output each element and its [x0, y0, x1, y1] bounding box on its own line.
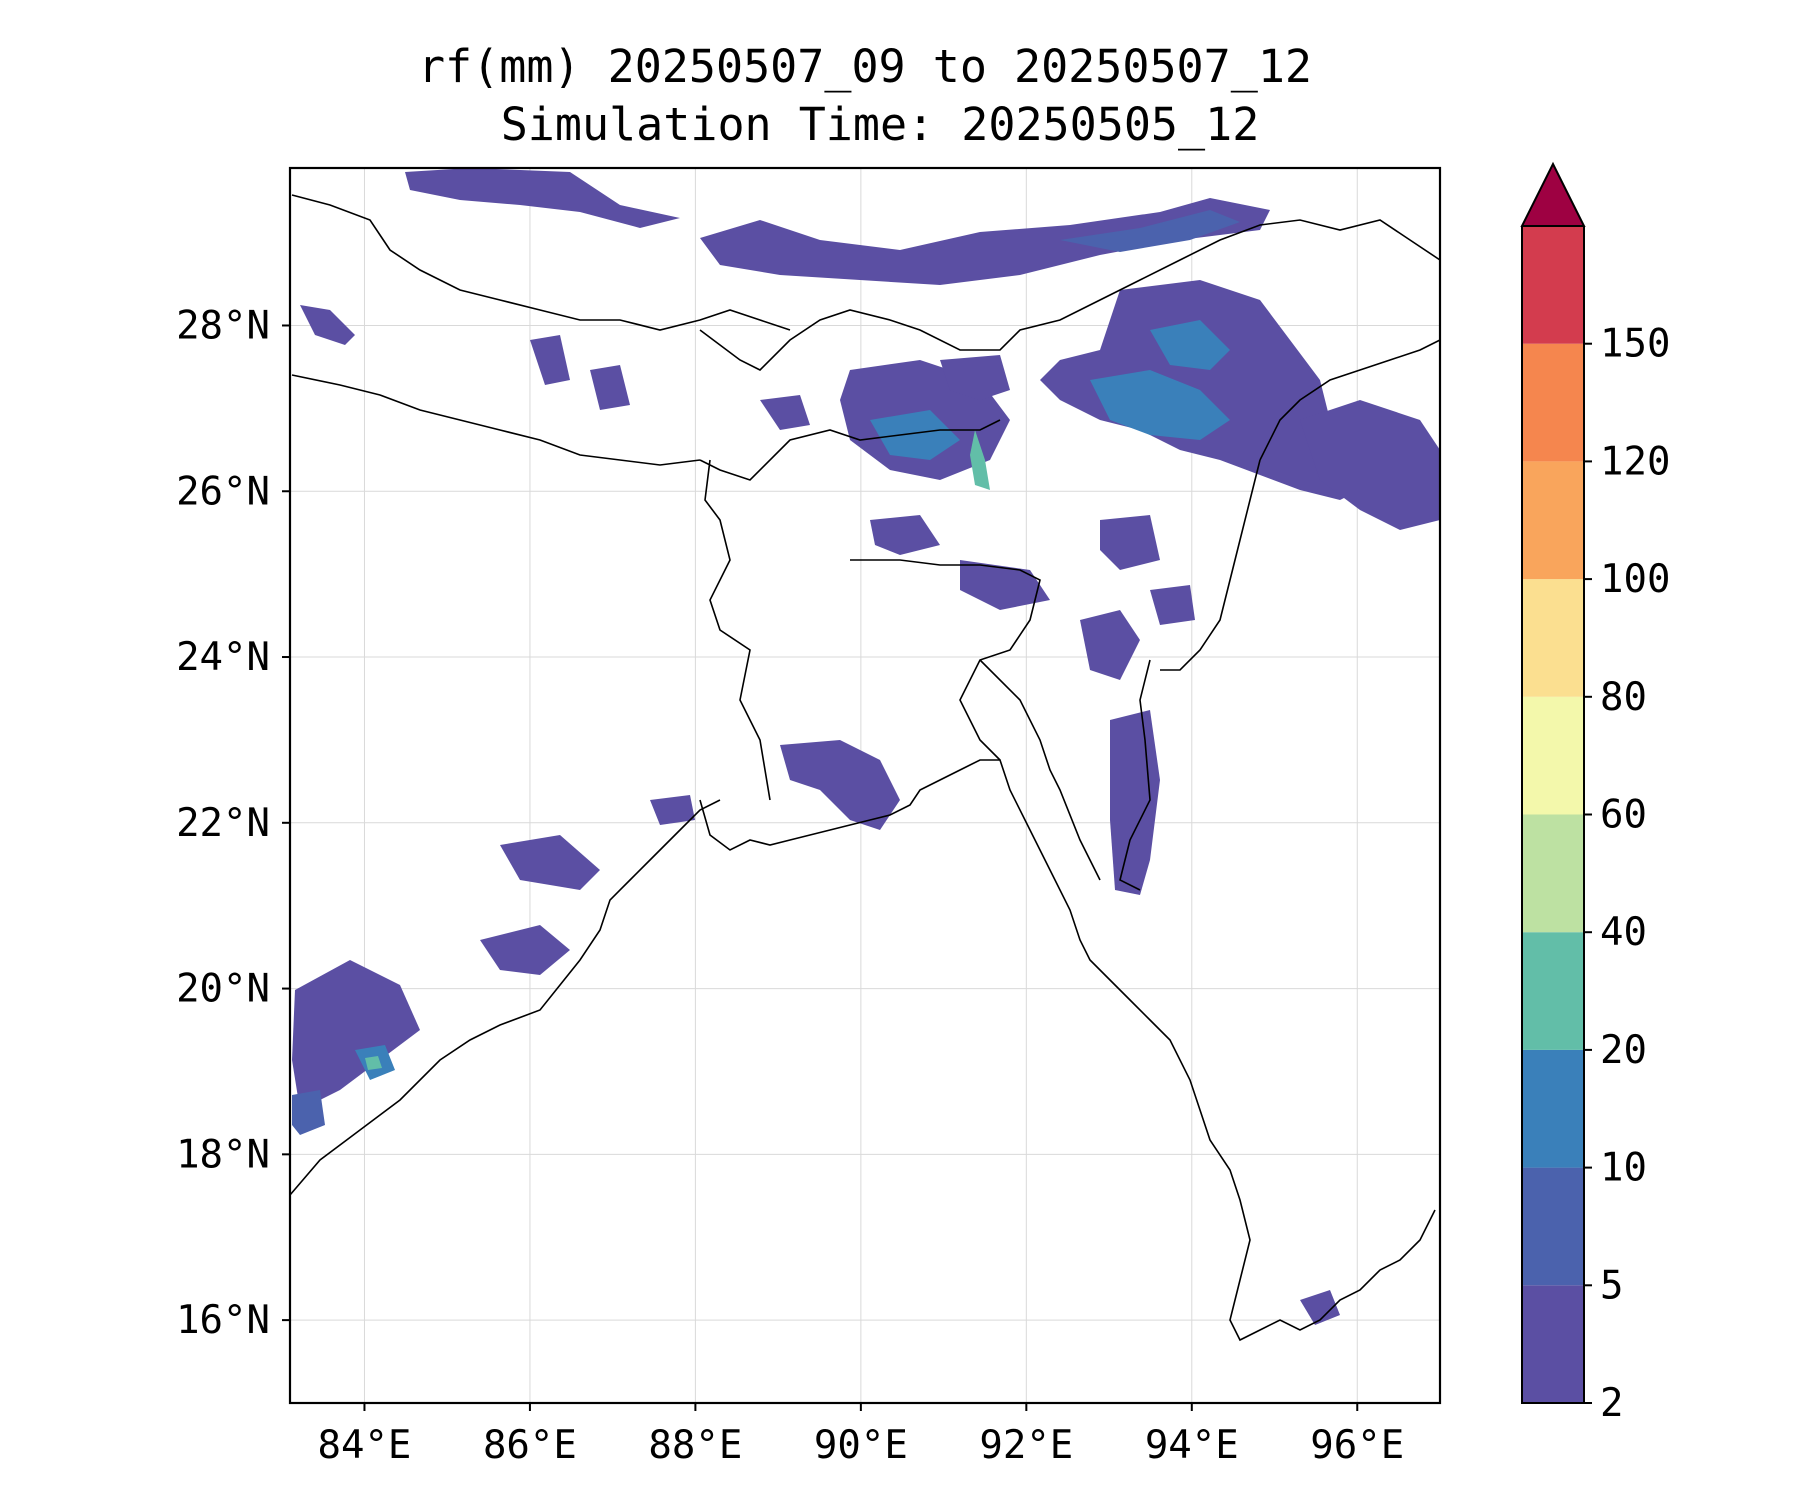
border-bangladesh-north: [699, 419, 1001, 481]
colorbar-segment: [1522, 461, 1584, 580]
colorbar-segment: [1522, 1049, 1584, 1168]
colorbar-tick-label: 80: [1600, 675, 1647, 720]
rain-patch-tripura: [1080, 610, 1140, 680]
colorbar: 2 5 10 20 40 60 80 100 120 150: [1520, 161, 1670, 1426]
border-myanmar-east: [1160, 459, 1261, 671]
y-tick-label: 18°N: [176, 1132, 270, 1177]
y-tick-label: 24°N: [176, 635, 270, 680]
rain-patch-mizoram: [1110, 710, 1160, 895]
rain-patch-manipur: [1150, 585, 1195, 625]
border-bangladesh-east: [850, 559, 1041, 761]
x-tick-label: 84°E: [317, 1423, 411, 1468]
rain-patch-north-band-2: [700, 198, 1270, 285]
border-nepal-south: [291, 374, 701, 466]
x-tick-label: 86°E: [483, 1423, 577, 1468]
colorbar-tick-label: 120: [1600, 439, 1670, 484]
colorbar-tick-label: 100: [1600, 557, 1670, 602]
rain-patch-ne-core-2: [1150, 320, 1230, 370]
colorbar-tick-label: 60: [1600, 793, 1647, 838]
rain-patch-hill-bands: [1100, 515, 1160, 570]
rain-patch-assam-heavy: [970, 430, 990, 490]
x-tick-label: 94°E: [1145, 1423, 1239, 1468]
rain-patch-myanmar-south: [1300, 1290, 1340, 1325]
y-tick-label: 20°N: [176, 967, 270, 1012]
rain-patch-far-east: [1300, 400, 1440, 530]
rain-patch-nepal-2: [590, 365, 630, 410]
rain-patch-nepal-1: [530, 335, 570, 385]
coastline-borders: [289, 194, 1441, 1342]
x-tick-label: 92°E: [979, 1423, 1073, 1468]
colorbar-segment: [1522, 932, 1584, 1050]
x-tick-label: 88°E: [648, 1423, 742, 1468]
rain-patch-bangladesh-south: [780, 740, 900, 830]
colorbar-segment: [1522, 1167, 1584, 1286]
rain-patch-west-coast: [480, 925, 570, 975]
y-tick-label: 22°N: [176, 801, 270, 846]
y-tick-label: 26°N: [176, 469, 270, 514]
rain-patch-assam-core: [870, 410, 960, 460]
rain-patch-coastal: [650, 795, 695, 825]
colorbar-segment: [1522, 579, 1584, 697]
colorbar-tick-label: 5: [1600, 1263, 1623, 1308]
colorbar-segment: [1522, 343, 1584, 462]
border-myanmar-north: [1259, 339, 1441, 461]
colorbar-tick-label: 2: [1600, 1381, 1623, 1426]
border-nepal-north: [291, 194, 791, 331]
colorbar-segment: [1522, 696, 1584, 815]
border-sikkim-bhutan: [699, 219, 1441, 371]
x-tick-label: 90°E: [814, 1423, 908, 1468]
rain-patch-bhutan: [940, 355, 1010, 400]
rain-patch-north-band-core: [1060, 210, 1240, 252]
map-title-line1: rf(mm) 20250507_09 to 20250507_12: [418, 40, 1312, 93]
map-frame: [288, 166, 1442, 1405]
rain-patch-meghalaya: [960, 560, 1050, 610]
map-title-line2: Simulation Time: 20250505_12: [501, 98, 1260, 151]
rain-patch-ne-hills: [1040, 280, 1380, 500]
x-axis-ticks: 84°E 86°E 88°E 90°E 92°E 94°E 96°E: [317, 1403, 1404, 1468]
rain-patch-west-edge: [292, 1090, 325, 1135]
border-india-myanmar: [1119, 659, 1151, 891]
colorbar-segment: [1522, 226, 1584, 344]
border-tripura: [979, 659, 1101, 881]
rain-patch-top-left: [300, 305, 355, 345]
colorbar-segment: [1522, 1285, 1584, 1403]
rain-patch-odisha: [292, 960, 420, 1110]
coastline-delta: [699, 759, 1436, 1342]
rain-patch-north-band: [405, 168, 680, 228]
colorbar-extend-arrow: [1520, 161, 1586, 227]
rain-patch-ne-core: [1090, 370, 1230, 440]
colorbar-tick-label: 20: [1600, 1028, 1647, 1073]
colorbar-tick-label: 10: [1600, 1146, 1647, 1191]
y-axis-ticks: 16°N 18°N 20°N 22°N 24°N 26°N 28°N: [176, 303, 290, 1343]
rain-patch-bengal: [870, 515, 940, 555]
x-tick-label: 96°E: [1310, 1423, 1404, 1468]
colorbar-segment: [1522, 814, 1584, 933]
rain-patch-north-sikkim: [760, 395, 810, 430]
rainfall-patches: [292, 168, 1440, 1325]
y-tick-label: 28°N: [176, 303, 270, 348]
border-bangladesh-west: [704, 459, 771, 801]
colorbar-tick-label: 40: [1600, 910, 1647, 955]
rain-patch-coastal-2: [500, 835, 600, 890]
y-tick-label: 16°N: [176, 1298, 270, 1343]
coastline-west: [289, 799, 721, 1196]
rain-patch-odisha-heavy: [365, 1056, 382, 1070]
map-panel: 84°E 86°E 88°E 90°E 92°E 94°E 96°E 16°N 18°N 20°…: [176, 166, 1442, 1468]
colorbar-tick-label: 150: [1600, 322, 1670, 367]
